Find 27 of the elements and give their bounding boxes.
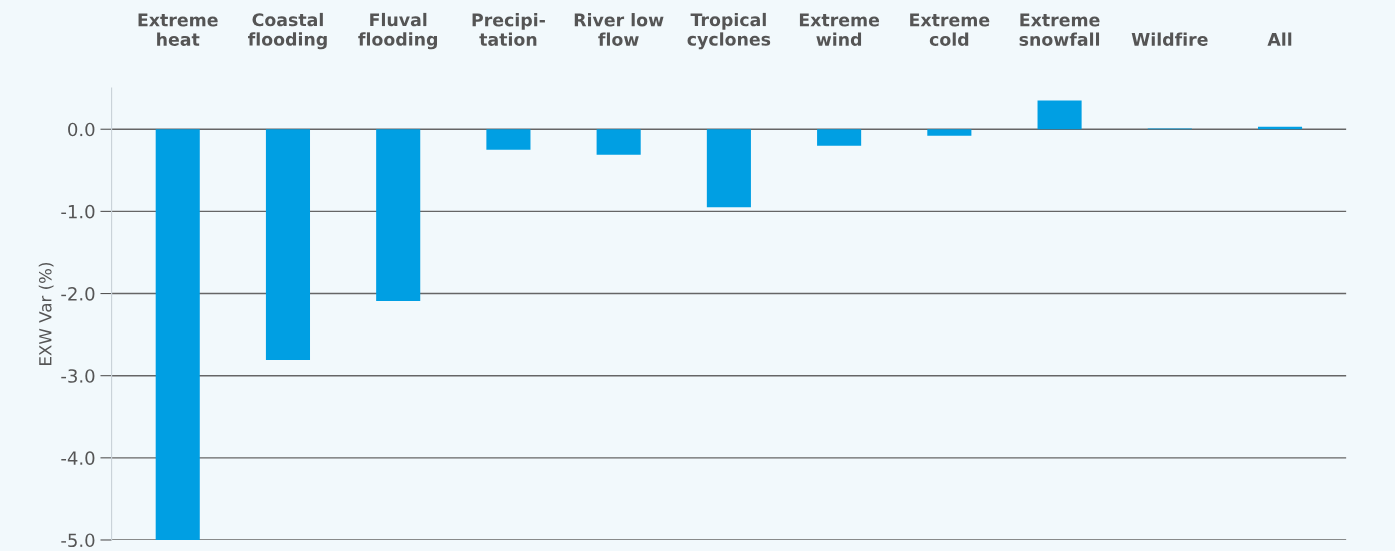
x-tick-label: Coastal flooding <box>248 12 327 50</box>
x-tick-label: Extreme wind <box>799 13 880 46</box>
bar <box>927 129 972 136</box>
x-tick-label: Extreme heat <box>138 13 218 46</box>
y-tick-label: -5.0 <box>61 533 95 548</box>
x-tick-label: Fluval flooding <box>358 12 437 50</box>
x-tick-label: Precipi- tation <box>472 13 545 46</box>
x-tick-label: Tropical cyclones <box>687 12 771 50</box>
y-tick-label: -1.0 <box>61 204 95 219</box>
x-tick-label: All <box>1267 32 1292 46</box>
x-tick-label: Wildfire <box>1131 32 1208 46</box>
y-tick-label: -4.0 <box>61 451 95 465</box>
y-tick-label: -3.0 <box>61 369 95 383</box>
bar <box>486 129 531 150</box>
bar <box>706 129 751 208</box>
y-tick-label: 0.0 <box>68 122 95 137</box>
bar <box>376 129 421 301</box>
bar <box>265 129 311 361</box>
x-tick-label: Extreme cold <box>910 13 990 46</box>
bar <box>817 129 862 146</box>
bar <box>1037 100 1082 130</box>
x-tick-label: Extreme snowfall <box>1019 13 1100 46</box>
bar <box>596 129 641 155</box>
y-axis-title: EXW Var (%) <box>38 262 54 365</box>
bar <box>155 129 200 540</box>
y-tick-label: -2.0 <box>61 286 95 301</box>
x-tick-label: River low flow <box>574 13 664 46</box>
